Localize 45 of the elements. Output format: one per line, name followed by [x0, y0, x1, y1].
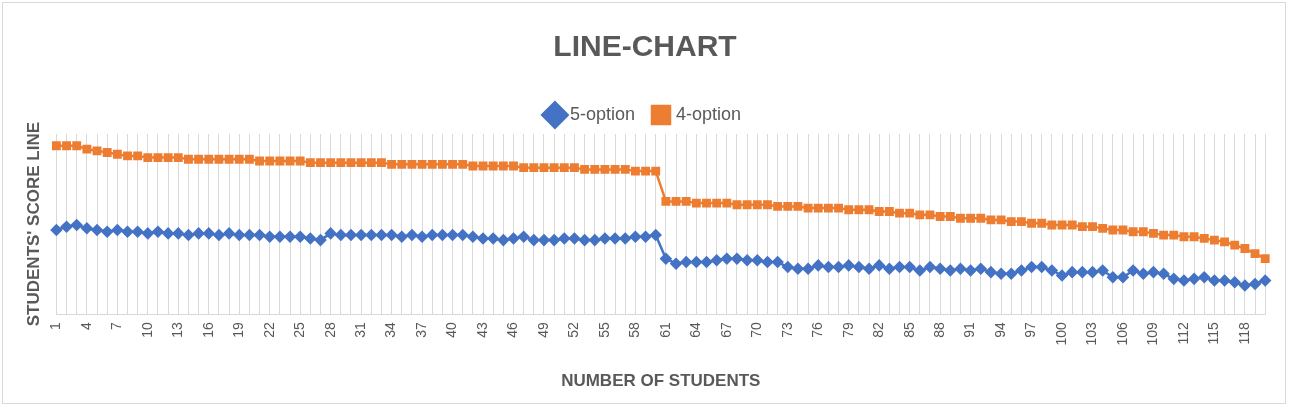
y-axis-title: STUDENTS' SCORE LINE [23, 121, 43, 327]
x-tick-label: 61 [656, 322, 673, 338]
x-tick-label: 19 [230, 322, 247, 338]
x-tick-label: 10 [138, 322, 155, 338]
x-tick-label: 16 [199, 322, 216, 338]
x-tick-label: 43 [473, 322, 490, 338]
x-tick-label: 94 [991, 322, 1008, 338]
x-tick-label: 79 [839, 322, 856, 338]
x-tick-label: 13 [169, 322, 186, 338]
x-tick-label: 67 [717, 322, 734, 338]
x-tick-label: 97 [1022, 322, 1039, 338]
x-tick-label: 70 [748, 322, 765, 338]
x-tick-label: 118 [1235, 322, 1252, 345]
x-tick-label: 37 [412, 322, 429, 338]
legend-label: 4-option [676, 103, 742, 124]
x-tick-label: 100 [1052, 322, 1069, 346]
x-tick-label: 55 [595, 322, 612, 338]
x-tick-label: 112 [1174, 322, 1191, 345]
x-tick-label: 34 [382, 322, 399, 338]
x-tick-label: 76 [809, 322, 826, 338]
x-tick-label: 31 [352, 322, 368, 338]
x-tick-label: 40 [443, 322, 460, 338]
x-tick-label: 103 [1083, 322, 1100, 346]
x-tick-label: 52 [565, 322, 582, 338]
x-tick-label: 82 [870, 322, 887, 338]
x-tick-label: 115 [1205, 322, 1222, 345]
x-tick-label: 109 [1144, 322, 1161, 346]
x-tick-label: 64 [687, 322, 704, 338]
legend-label: 5-option [569, 103, 636, 124]
x-tick-label: 4 [77, 322, 94, 331]
x-tick-label: 91 [961, 322, 978, 338]
x-tick-label: 25 [291, 322, 308, 338]
x-tick-label: 46 [504, 322, 521, 338]
x-tick-label: 49 [534, 322, 551, 338]
x-axis-title: NUMBER OF STUDENTS [561, 371, 761, 391]
x-tick-label: 85 [900, 322, 917, 338]
x-tick-label: 22 [260, 322, 277, 338]
chart-title: LINE-CHART [553, 29, 737, 63]
x-tick-label: 7 [108, 322, 125, 331]
x-tick-label: 1 [47, 322, 64, 331]
x-tick-label: 28 [321, 322, 338, 338]
x-tick-label: 88 [931, 322, 947, 338]
x-tick-label: 73 [778, 322, 795, 338]
x-tick-label: 106 [1113, 322, 1130, 346]
x-tick-label: 58 [626, 322, 643, 338]
